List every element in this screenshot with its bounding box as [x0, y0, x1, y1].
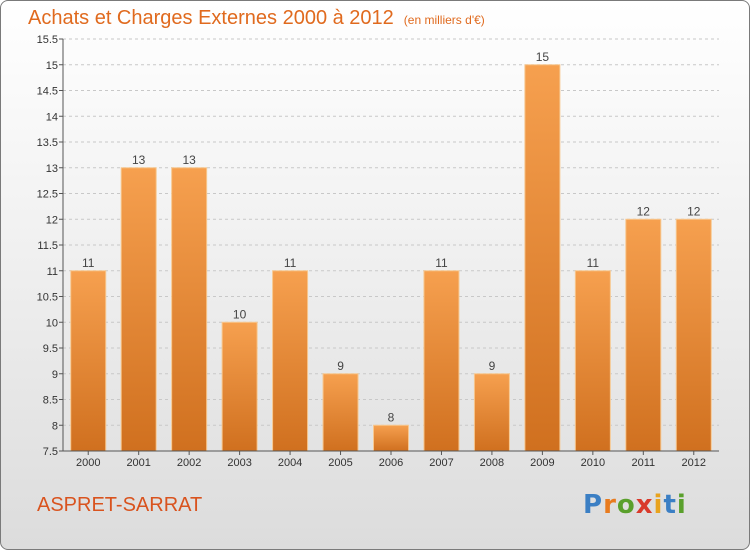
bar-value-label: 11: [82, 256, 95, 270]
logo-letter: r: [603, 490, 617, 520]
chart-axes: 7.5 8 8.5 9 9.5 10 10.5 11 11.5 12 12.5 13 13.5 14 14.…: [37, 34, 719, 469]
y-tick-label: 9: [52, 369, 58, 381]
chart-title-text: Achats et Charges Externes 2000 à 2012: [28, 7, 394, 29]
chart-title: Achats et Charges Externes 2000 à 2012 (e…: [28, 7, 485, 30]
y-tick-label: 11.5: [37, 240, 58, 252]
bar: [423, 270, 460, 452]
y-tick-label: 13: [46, 163, 58, 175]
x-tick-label: 2002: [177, 457, 201, 469]
y-tick-label: 12: [46, 214, 58, 226]
x-tick-label: 2009: [530, 457, 554, 469]
x-tick-label: 2001: [126, 457, 150, 469]
y-tick-label: 11: [47, 266, 58, 278]
bar: [221, 321, 258, 452]
x-tick-label: 2000: [76, 457, 100, 469]
logo-letter: o: [616, 490, 636, 520]
y-tick-label: 10.5: [37, 292, 58, 304]
y-tick-label: 14: [46, 111, 58, 123]
x-tick-label: 2006: [379, 457, 403, 469]
bar-value-label: 13: [182, 153, 196, 167]
bar-value-label: 12: [687, 204, 701, 218]
bar: [373, 424, 409, 452]
x-tick-label: 2003: [227, 457, 251, 469]
location-name: ASPRET-SARRAT: [37, 494, 203, 516]
x-tick-label: 2004: [278, 457, 302, 469]
grid-lines: [63, 38, 719, 452]
bar: [574, 270, 611, 452]
bar-value-label: 10: [233, 307, 247, 321]
bar: [120, 167, 157, 452]
x-tick-label: 2008: [480, 457, 504, 469]
bar: [322, 373, 359, 452]
bar-value-label: 11: [435, 256, 448, 270]
y-tick-label: 12.5: [37, 189, 58, 201]
bar-value-label: 9: [489, 359, 496, 373]
bar: [625, 218, 662, 452]
y-tick-label: 9.5: [43, 343, 58, 355]
bar: [473, 373, 510, 452]
logo-letter: t: [663, 490, 677, 520]
bar-value-label: 15: [536, 50, 550, 64]
x-tick-label: 2010: [581, 457, 605, 469]
chart-subtitle: (en milliers d'€): [403, 13, 485, 27]
y-tick-label: 13.5: [37, 137, 58, 149]
bar-value-label: 8: [388, 410, 395, 424]
logo-letter: i: [653, 490, 664, 520]
y-tick-label: 8.5: [43, 395, 58, 407]
bar-value-label: 11: [587, 256, 600, 270]
logo-letter: P: [583, 490, 604, 520]
bar: [675, 218, 712, 452]
bar: [272, 270, 309, 452]
bar: [171, 167, 208, 452]
bar: [70, 270, 107, 452]
x-tick-label: 2005: [328, 457, 352, 469]
bar-value-label: 11: [284, 256, 297, 270]
y-tick-label: 15.5: [37, 34, 58, 46]
y-tick-label: 15: [46, 60, 58, 72]
logo-letter: i: [676, 490, 687, 520]
bar: [524, 64, 561, 452]
bar-value-label: 9: [337, 359, 344, 373]
y-tick-label: 8: [52, 420, 58, 432]
x-tick-label: 2012: [682, 457, 706, 469]
x-tick-label: 2011: [631, 457, 655, 469]
bar-series: 11 13 13 10 11 9 8 11 9 15 11 12 12: [70, 50, 712, 452]
logo-letter: x: [635, 490, 654, 520]
bar-value-label: 12: [637, 204, 651, 218]
y-tick-label: 14.5: [37, 86, 58, 98]
y-tick-label: 10: [46, 317, 58, 329]
proxiti-logo: Proxiti: [583, 490, 687, 520]
y-tick-label: 7.5: [43, 446, 58, 458]
x-tick-label: 2007: [429, 457, 453, 469]
bar-value-label: 13: [132, 153, 146, 167]
